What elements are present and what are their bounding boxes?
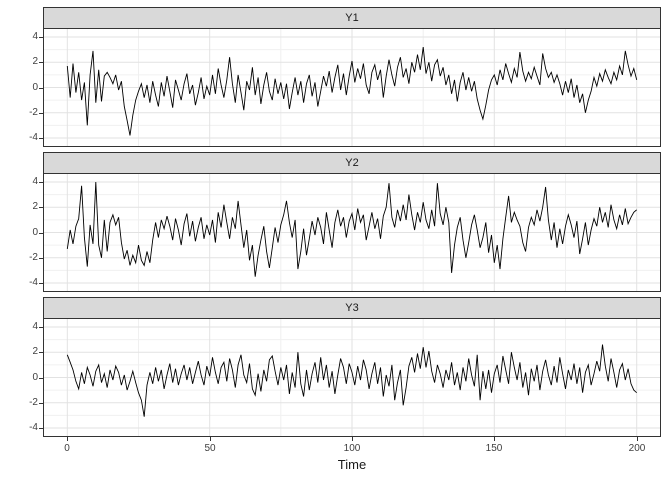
y-axis-tick-mark xyxy=(39,207,43,208)
y-axis-tick-label: -2 xyxy=(29,252,38,263)
y-axis-tick-label: -4 xyxy=(29,422,38,433)
y-axis-tick-mark xyxy=(39,258,43,259)
facet-strip-label-y3: Y3 xyxy=(345,302,359,314)
x-axis-tick-mark xyxy=(637,437,638,441)
y-axis-tick-mark xyxy=(39,378,43,379)
x-axis-title: Time xyxy=(337,457,367,472)
x-axis-tick-label: 200 xyxy=(628,443,646,454)
time-series-line-y3 xyxy=(66,344,638,417)
x-axis-tick-label: 0 xyxy=(64,443,70,454)
y-axis-tick-label: -2 xyxy=(29,397,38,408)
y-axis-tick-label: 2 xyxy=(32,346,38,357)
y-axis-tick-label: -4 xyxy=(29,277,38,288)
y-axis-tick-label: 2 xyxy=(32,201,38,212)
facet-strip-label-y2: Y2 xyxy=(345,157,359,169)
y-axis-tick-label: -4 xyxy=(29,132,38,143)
x-axis-tick-mark xyxy=(494,437,495,441)
facet-strip-label-y1: Y1 xyxy=(345,12,359,24)
series-plot-y3 xyxy=(44,319,660,436)
y-axis-tick-label: 2 xyxy=(32,56,38,67)
y-axis-tick-label: 0 xyxy=(32,82,38,93)
series-plot-y1 xyxy=(44,29,660,146)
y-axis-tick-mark xyxy=(39,62,43,63)
y-axis-tick-label: 4 xyxy=(32,176,38,187)
y-axis-tick-mark xyxy=(39,182,43,183)
facet-strip-y3: Y3 xyxy=(43,297,661,319)
y-axis-tick-label: 4 xyxy=(32,321,38,332)
y-axis-tick-label: 4 xyxy=(32,31,38,42)
x-axis-tick-mark xyxy=(67,437,68,441)
y-axis-tick-label: 0 xyxy=(32,227,38,238)
x-axis-tick-label: 150 xyxy=(485,443,503,454)
y-axis-tick-mark xyxy=(39,283,43,284)
y-axis-tick-mark xyxy=(39,403,43,404)
y-axis-tick-label: 0 xyxy=(32,372,38,383)
time-series-line-y2 xyxy=(66,181,637,277)
y-axis-tick-mark xyxy=(39,113,43,114)
facet-strip-y2: Y2 xyxy=(43,152,661,174)
y-axis-tick-mark xyxy=(39,37,43,38)
time-series-line-y1 xyxy=(66,47,638,136)
plot-panel-y2 xyxy=(43,173,661,292)
x-axis-tick-mark xyxy=(210,437,211,441)
series-plot-y2 xyxy=(44,174,660,291)
x-axis-tick-label: 100 xyxy=(343,443,361,454)
x-axis-tick-mark xyxy=(352,437,353,441)
y-axis-tick-mark xyxy=(39,138,43,139)
y-axis-tick-mark xyxy=(39,88,43,89)
plot-panel-y3 xyxy=(43,318,661,437)
facet-strip-y1: Y1 xyxy=(43,7,661,29)
x-axis-tick-label: 50 xyxy=(204,443,216,454)
y-axis-tick-label: -2 xyxy=(29,107,38,118)
y-axis-tick-mark xyxy=(39,233,43,234)
y-axis-tick-mark xyxy=(39,352,43,353)
y-axis-tick-mark xyxy=(39,327,43,328)
y-axis-tick-mark xyxy=(39,428,43,429)
plot-panel-y1 xyxy=(43,28,661,147)
